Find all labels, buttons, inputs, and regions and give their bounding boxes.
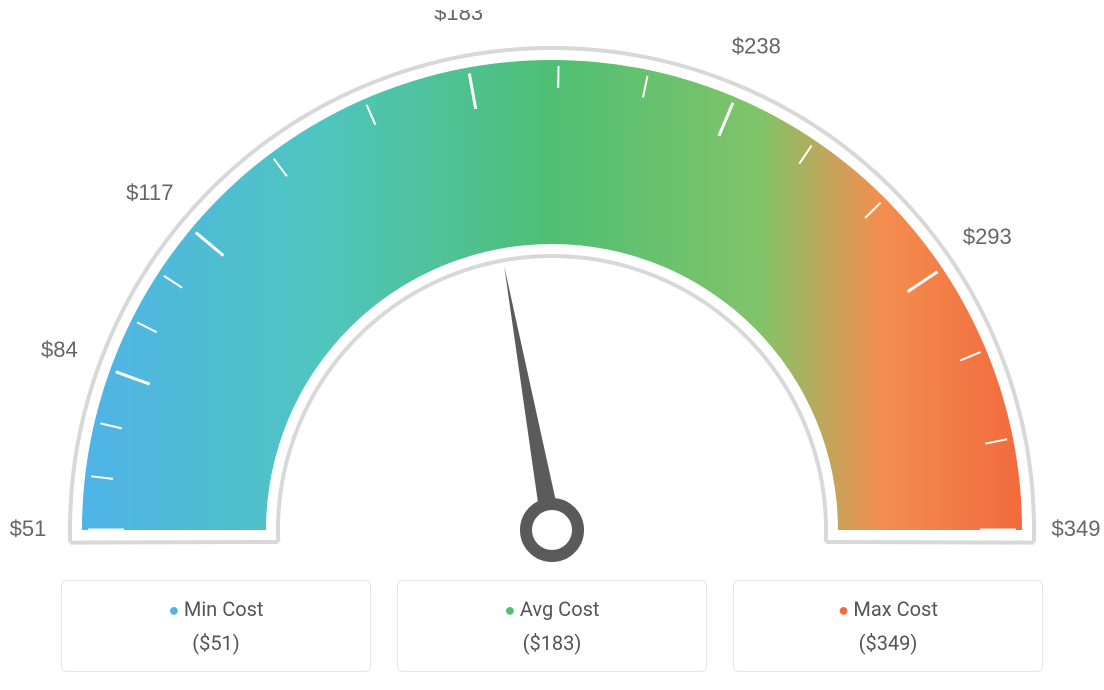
- legend-avg-label: Avg Cost: [398, 597, 706, 621]
- legend-row: Min Cost ($51) Avg Cost ($183) Max Cost …: [0, 580, 1104, 672]
- svg-text:$117: $117: [126, 180, 173, 205]
- legend-avg-value: ($183): [398, 631, 706, 655]
- legend-min-box: Min Cost ($51): [61, 580, 371, 672]
- legend-max-label: Max Cost: [734, 597, 1042, 621]
- svg-text:$183: $183: [434, 10, 483, 25]
- gauge-svg: $51 $84 $117 $183 $238 $293 $349: [0, 10, 1104, 570]
- legend-max-value: ($349): [734, 631, 1042, 655]
- svg-text:$84: $84: [41, 337, 78, 362]
- svg-text:$238: $238: [732, 33, 781, 58]
- svg-text:$349: $349: [1052, 516, 1101, 541]
- svg-text:$293: $293: [963, 224, 1012, 249]
- svg-text:$51: $51: [10, 516, 47, 541]
- legend-min-label: Min Cost: [62, 597, 370, 621]
- legend-min-value: ($51): [62, 631, 370, 655]
- legend-avg-box: Avg Cost ($183): [397, 580, 707, 672]
- legend-max-box: Max Cost ($349): [733, 580, 1043, 672]
- gauge-chart: $51 $84 $117 $183 $238 $293 $349: [0, 10, 1104, 570]
